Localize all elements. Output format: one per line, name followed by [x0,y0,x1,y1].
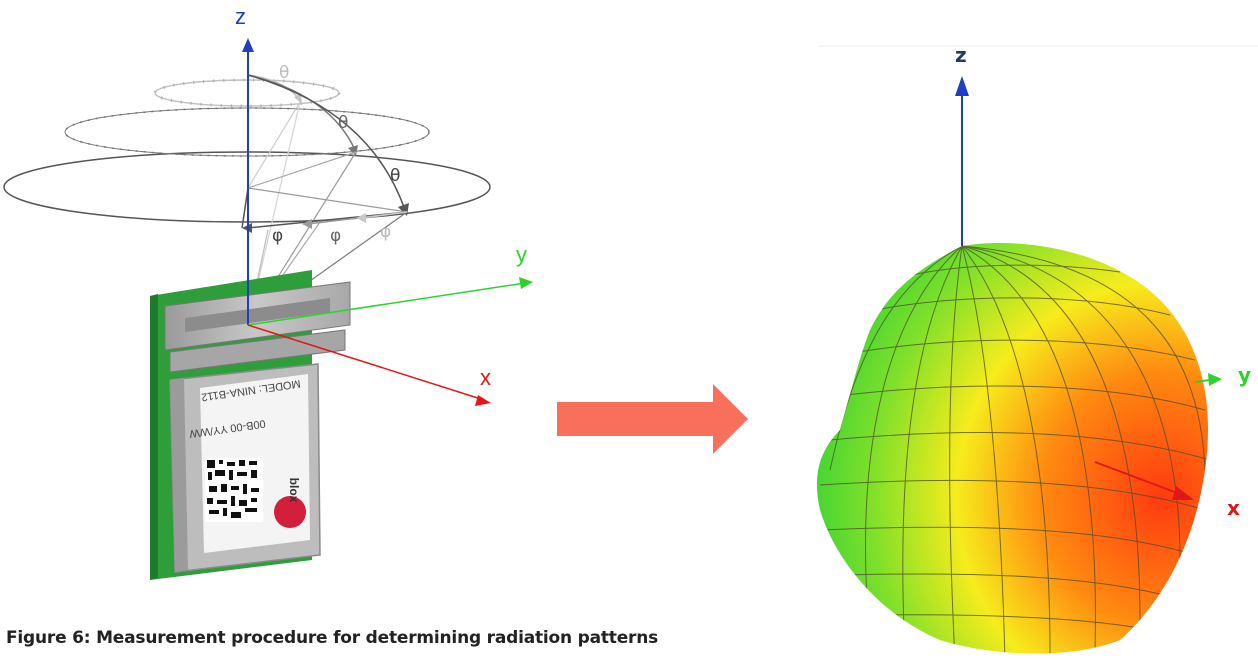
phi-arrowhead-mid [302,219,312,229]
theta-label-2: θ [338,113,348,133]
theta-label-3: θ [390,166,400,186]
brand-text: blox [287,478,301,503]
theta-arcs [247,74,409,216]
right-y-axis-line [1194,379,1211,383]
x-axis-arrowhead [475,395,491,406]
phi-arrows [241,187,408,233]
theta-label-1: θ [279,63,289,83]
nina-module: blox MODEL: NINA-B112 00B-00 YY/WW [150,270,351,580]
left-x-label: x [480,365,491,390]
x-axis-line [247,324,485,401]
right-x-label: x [1227,496,1240,520]
theta-arc-light [247,74,301,101]
right-z-label: z [955,43,967,67]
ring-small-dots [153,78,341,108]
y-axis-line [247,282,526,326]
phi-label-3: φ [380,222,391,242]
right-x-axis-line [1094,461,1181,495]
datamatrix-code [205,458,263,522]
figure-caption: Figure 6: Measurement procedure for dete… [6,628,659,648]
left-z-label: z [235,4,246,29]
z-axis-arrowhead [242,38,254,52]
right-diagram: z y x [816,43,1258,654]
theta-arrowhead-light [294,94,302,104]
phi-arrowhead-light [356,213,366,223]
right-axes [955,76,1222,500]
lobe-mesh [819,245,1208,654]
right-y-arrowhead [1208,373,1222,386]
theta-arc-dark [247,74,406,211]
phi-label-1: φ [272,226,283,246]
y-axis-arrowhead [519,277,533,289]
ublox-logo-icon [274,496,306,528]
phi-label-2: φ [330,226,341,246]
right-x-arrowhead [1172,486,1194,500]
left-diagram: θ θ θ φ φ φ [3,4,533,580]
left-y-label: y [516,242,527,267]
left-axes [242,38,533,406]
transition-arrow [557,384,748,454]
right-z-arrowhead [955,76,969,96]
right-y-label: y [1238,363,1251,387]
